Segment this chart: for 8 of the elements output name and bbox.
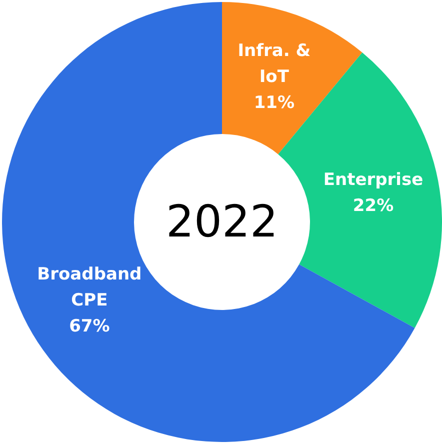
data-label: 22% (352, 196, 394, 216)
data-label: 67% (69, 316, 110, 336)
slice-label: Broadband CPE (37, 264, 142, 310)
text: 2022 (166, 196, 278, 248)
slice-label: Enterprise (323, 170, 424, 190)
slice-label: Infra. & IoT (238, 41, 311, 88)
data-label: 11% (254, 93, 295, 114)
donut-slice (222, 2, 362, 154)
